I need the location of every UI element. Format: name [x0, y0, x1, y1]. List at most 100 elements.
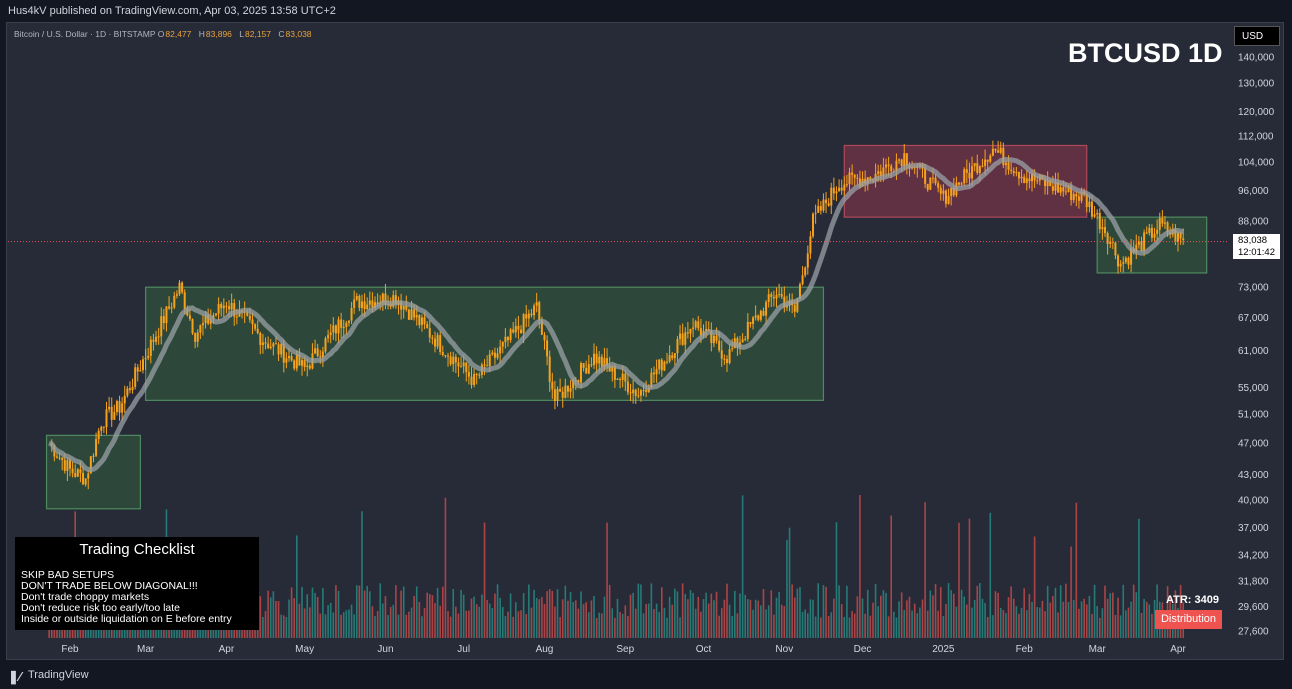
candle-body [277, 344, 280, 355]
volume-bar [1031, 601, 1033, 638]
candle-body [725, 359, 728, 364]
volume-bar [806, 613, 809, 638]
candle-body [160, 316, 163, 337]
volume-bar [535, 598, 538, 638]
distribution-badge: Distribution [1155, 610, 1222, 629]
candle-body [173, 295, 176, 308]
publish-info: Hus4kV published on TradingView.com, Apr… [8, 5, 336, 17]
volume-bar [494, 593, 496, 638]
volume-bar [1151, 613, 1153, 638]
y-tick-label: 73,000 [1238, 283, 1269, 294]
candle-body [418, 315, 421, 326]
candle-body [314, 348, 317, 354]
volume-bar [864, 613, 866, 638]
candle-body [423, 317, 426, 324]
candle-body [663, 361, 666, 371]
candle-body [978, 166, 981, 173]
volume-bar [449, 616, 452, 638]
volume-bar [992, 615, 994, 638]
candle-body [812, 213, 815, 237]
volume-bar [1098, 617, 1101, 638]
candle-body [355, 296, 358, 300]
volume-bar [345, 610, 348, 638]
candle-body [269, 346, 272, 348]
volume-bar [655, 603, 658, 638]
volume-bar [382, 603, 384, 638]
volume-bar [788, 527, 791, 638]
x-tick-label: Apr [219, 644, 235, 655]
candle-body [746, 322, 749, 339]
candle-body [1085, 194, 1088, 208]
candle-body [637, 395, 640, 397]
volume-bar [530, 607, 533, 638]
volume-bar [543, 604, 546, 638]
candle-body [350, 308, 353, 321]
candle-body [582, 363, 585, 368]
volume-bar [817, 583, 820, 638]
candle-body [504, 336, 507, 343]
volume-bar [791, 584, 793, 638]
candle-body [470, 376, 473, 385]
candle-body [1077, 196, 1080, 201]
candle-body [1130, 248, 1133, 265]
volume-bar [679, 617, 681, 638]
footer-brand[interactable]: TradingView [28, 669, 89, 681]
tradingview-logo-icon[interactable]: ❚⁄ [8, 669, 22, 684]
volume-bar [1012, 598, 1015, 638]
candle-body [491, 352, 494, 355]
candle-body [1098, 212, 1101, 230]
candle-body [298, 354, 301, 366]
volume-bar [400, 590, 402, 638]
volume-bar [528, 584, 530, 638]
candle-body [882, 167, 885, 176]
candle-body [102, 426, 105, 428]
volume-bar [1145, 601, 1148, 638]
candle-body [767, 294, 770, 302]
candle-body [1140, 241, 1143, 251]
candle-body [686, 332, 689, 334]
candle-body [293, 360, 296, 369]
volume-bar [887, 616, 890, 638]
candle-body [290, 356, 293, 361]
volume-bar [306, 594, 309, 638]
volume-bar [926, 610, 929, 638]
candle-body [89, 456, 92, 474]
candle-body [201, 323, 204, 326]
candle-body [413, 309, 416, 318]
x-tick-label: Mar [1089, 644, 1107, 655]
candle-body [256, 328, 259, 333]
volume-bar [1049, 602, 1052, 638]
candle-body [105, 409, 108, 428]
candle-body [327, 335, 330, 339]
candle-body [264, 342, 267, 344]
candle-body [626, 381, 629, 393]
candle-body [454, 356, 457, 363]
currency-button[interactable]: USD [1234, 26, 1280, 46]
candle-body [632, 389, 635, 394]
volume-bar [337, 590, 340, 638]
volume-bar [804, 609, 806, 638]
candle-body [358, 296, 361, 309]
candle-body [514, 325, 517, 333]
volume-bar [747, 599, 749, 638]
candle-body [572, 379, 575, 389]
candle-body [272, 343, 275, 347]
candle-body [261, 342, 264, 346]
candle-body [1017, 172, 1020, 179]
candle-body [728, 349, 731, 364]
candle-body [199, 325, 202, 333]
volume-bar [874, 584, 877, 638]
volume-bar [752, 609, 754, 638]
candle-body [780, 293, 783, 297]
candle-body [832, 187, 835, 194]
volume-bar [361, 511, 363, 638]
volume-bar [966, 604, 968, 638]
candle-body [449, 356, 452, 365]
candle-body [1106, 233, 1109, 244]
green-zone [45, 434, 141, 510]
volume-bar [640, 584, 642, 638]
zones [45, 144, 1208, 510]
candle-body [486, 365, 489, 367]
candle-body [926, 183, 929, 190]
